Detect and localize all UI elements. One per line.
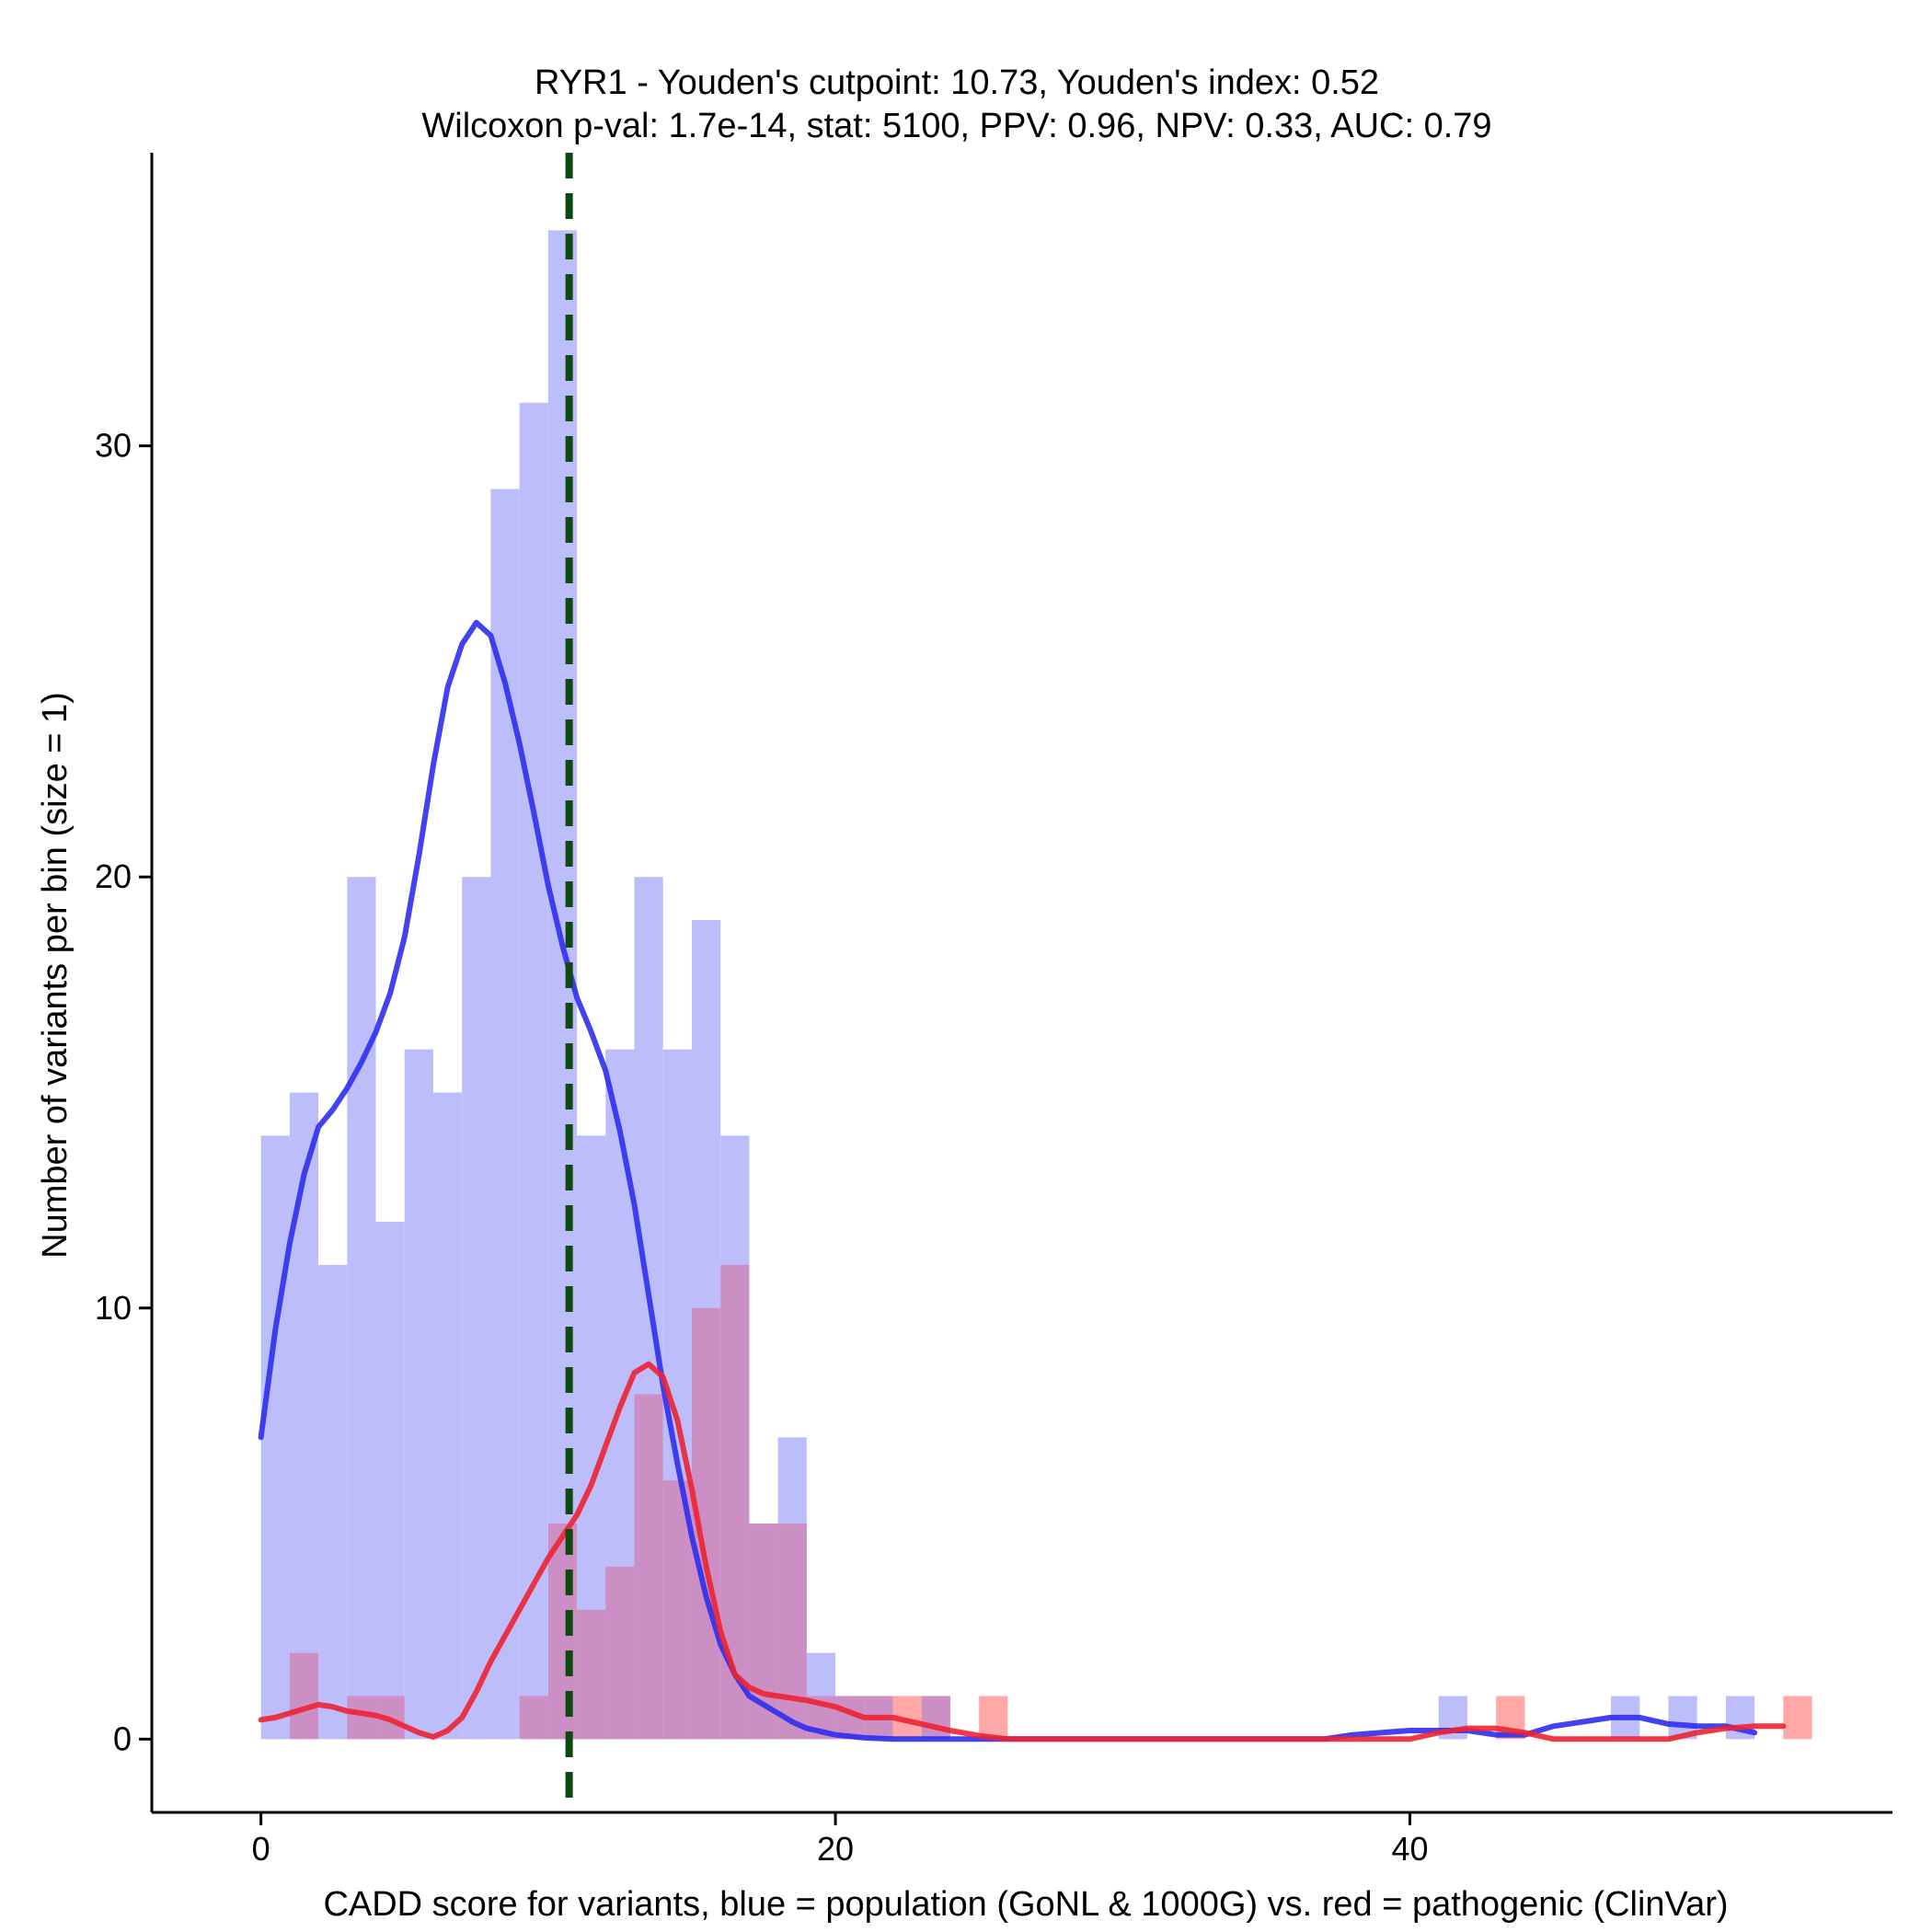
- population-bar: [375, 1222, 405, 1740]
- x-tick-label: 0: [252, 1830, 270, 1868]
- population-bar: [519, 402, 548, 1740]
- population-bar: [347, 877, 376, 1740]
- y-tick-label: 20: [95, 857, 132, 895]
- pathogenic-bar-overlap: [347, 1696, 376, 1740]
- pathogenic-bar-overlap: [921, 1696, 950, 1740]
- x-tick-label: 20: [817, 1830, 854, 1868]
- pathogenic-bar-overlap: [519, 1696, 548, 1740]
- y-axis-label: Number of variants per bin (size = 1): [36, 692, 75, 1259]
- chart-title-line2: Wilcoxon p-val: 1.7e-14, stat: 5100, PPV…: [421, 107, 1491, 145]
- x-tick-label: 40: [1391, 1830, 1428, 1868]
- pathogenic-bar: [979, 1696, 1008, 1740]
- x-axis-label: CADD score for variants, blue = populati…: [323, 1885, 1728, 1924]
- histogram-bars: [260, 230, 1812, 1740]
- pathogenic-bar-overlap: [777, 1524, 807, 1740]
- population-bar: [490, 489, 520, 1740]
- pathogenic-bar-overlap: [577, 1609, 606, 1740]
- population-bar: [289, 1092, 319, 1740]
- chart-title-line1: RYR1 - Youden's cutpoint: 10.73, Youden'…: [535, 63, 1379, 102]
- population-bar: [404, 1049, 433, 1740]
- axes: 0 10 20 30 0 20 40: [95, 153, 1892, 1868]
- y-tick-label: 0: [113, 1719, 132, 1757]
- pathogenic-bar: [1783, 1696, 1812, 1740]
- pathogenic-density-line: [258, 1361, 1787, 1742]
- population-bar: [432, 1092, 463, 1740]
- population-bar: [318, 1264, 348, 1740]
- population-bar: [462, 877, 491, 1740]
- y-tick-label: 30: [95, 427, 132, 465]
- population-bar: [260, 1135, 290, 1740]
- pathogenic-bar-overlap: [634, 1394, 663, 1740]
- pathogenic-bar-overlap: [289, 1652, 319, 1740]
- density-curves: [258, 619, 1787, 1742]
- pathogenic-bar-overlap: [605, 1566, 635, 1740]
- y-tick-label: 10: [95, 1289, 132, 1327]
